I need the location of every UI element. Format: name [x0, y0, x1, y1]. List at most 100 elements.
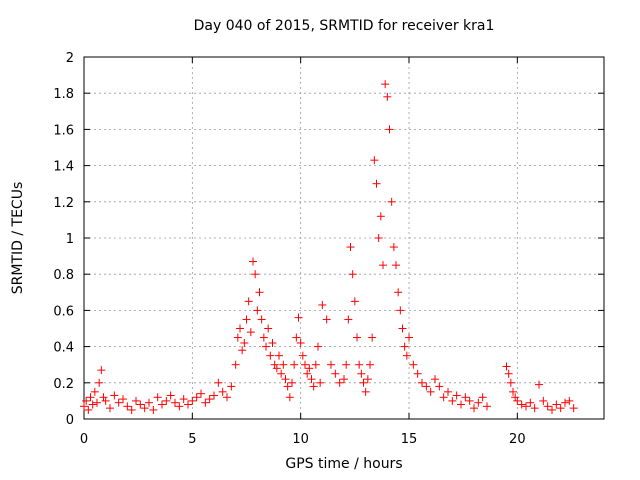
data-point: [294, 313, 303, 322]
data-point: [376, 212, 385, 221]
data-point: [368, 333, 377, 342]
data-point: [346, 243, 355, 252]
data-point: [355, 360, 364, 369]
data-point: [99, 393, 108, 402]
data-point: [387, 197, 396, 206]
x-tick-label: 10: [292, 432, 309, 447]
data-point: [504, 369, 513, 378]
data-point: [281, 375, 290, 384]
data-point: [418, 378, 426, 387]
data-point: [474, 398, 483, 407]
data-point: [556, 404, 565, 413]
data-point: [405, 333, 413, 342]
data-point: [292, 333, 301, 342]
data-point: [88, 400, 97, 409]
data-point: [318, 300, 327, 309]
data-point: [266, 351, 275, 360]
x-tick-label: 0: [80, 432, 88, 447]
data-point: [285, 393, 294, 402]
data-point: [569, 404, 578, 413]
data-point: [136, 400, 145, 409]
data-point: [290, 360, 299, 369]
data-point: [448, 396, 457, 405]
data-point: [309, 382, 318, 391]
data-point: [218, 387, 227, 396]
data-point: [305, 364, 314, 373]
data-point: [277, 369, 286, 378]
y-tick-label: 1.2: [53, 196, 74, 211]
data-point: [95, 378, 104, 387]
data-point: [197, 389, 205, 398]
data-point: [149, 405, 158, 414]
data-point: [283, 382, 292, 391]
data-point: [396, 306, 405, 315]
data-point: [483, 402, 491, 411]
data-point: [214, 378, 223, 387]
data-point: [288, 378, 296, 387]
data-point: [470, 404, 478, 413]
data-point: [298, 351, 307, 360]
data-point: [303, 369, 312, 378]
axis-ticks: 00.20.40.60.811.21.41.61.820 5 10 15 20: [53, 51, 604, 447]
y-tick-label: 0.6: [53, 304, 74, 319]
data-point: [478, 393, 487, 402]
data-point: [175, 402, 184, 411]
data-point: [270, 360, 279, 369]
data-point: [552, 400, 561, 409]
data-point: [268, 338, 277, 347]
data-point: [344, 315, 353, 324]
data-point: [435, 382, 444, 391]
y-tick-label: 0: [66, 413, 74, 428]
data-point: [350, 297, 359, 306]
data-point: [162, 396, 171, 405]
y-tick-label: 2: [66, 51, 74, 66]
data-point: [342, 360, 351, 369]
data-point: [279, 360, 288, 369]
data-point: [201, 398, 210, 407]
data-point: [205, 395, 214, 404]
data-point: [106, 404, 114, 413]
data-point: [402, 351, 411, 360]
data-point: [188, 396, 197, 405]
data-point: [331, 369, 340, 378]
data-point: [236, 324, 244, 333]
data-point: [93, 398, 101, 407]
y-tick-label: 0.2: [53, 377, 74, 392]
data-point: [461, 393, 470, 402]
data-point: [296, 338, 305, 347]
data-point: [114, 398, 123, 407]
data-point: [314, 342, 322, 351]
data-point: [409, 360, 418, 369]
data-point: [400, 342, 409, 351]
data-point: [398, 324, 407, 333]
y-tick-label: 1.6: [53, 123, 74, 138]
data-point: [530, 404, 539, 413]
data-point: [240, 338, 249, 347]
data-point: [374, 234, 383, 242]
data-point: [327, 360, 335, 369]
data-point: [392, 261, 400, 270]
y-tick-label: 1.4: [53, 160, 74, 175]
data-point: [223, 393, 231, 402]
data-point: [361, 387, 370, 396]
data-point: [251, 270, 260, 279]
data-point: [272, 364, 281, 373]
data-point: [242, 315, 251, 324]
data-point: [517, 400, 526, 409]
y-tick-label: 0.8: [53, 268, 74, 283]
x-tick-label: 15: [401, 432, 418, 447]
data-point: [311, 360, 320, 369]
chart-title: Day 040 of 2015, SRMTID for receiver kra…: [193, 18, 495, 34]
data-point: [301, 360, 309, 369]
data-point: [238, 346, 247, 355]
grid-lines: [84, 57, 604, 419]
data-point: [233, 333, 242, 342]
data-point: [353, 333, 361, 342]
data-point: [543, 402, 552, 411]
data-point: [513, 396, 522, 405]
data-point: [257, 315, 266, 324]
y-axis-label: SRMTID / TECUs: [10, 181, 26, 295]
data-point: [264, 324, 273, 333]
data-point: [413, 369, 422, 378]
data-point: [535, 380, 543, 389]
